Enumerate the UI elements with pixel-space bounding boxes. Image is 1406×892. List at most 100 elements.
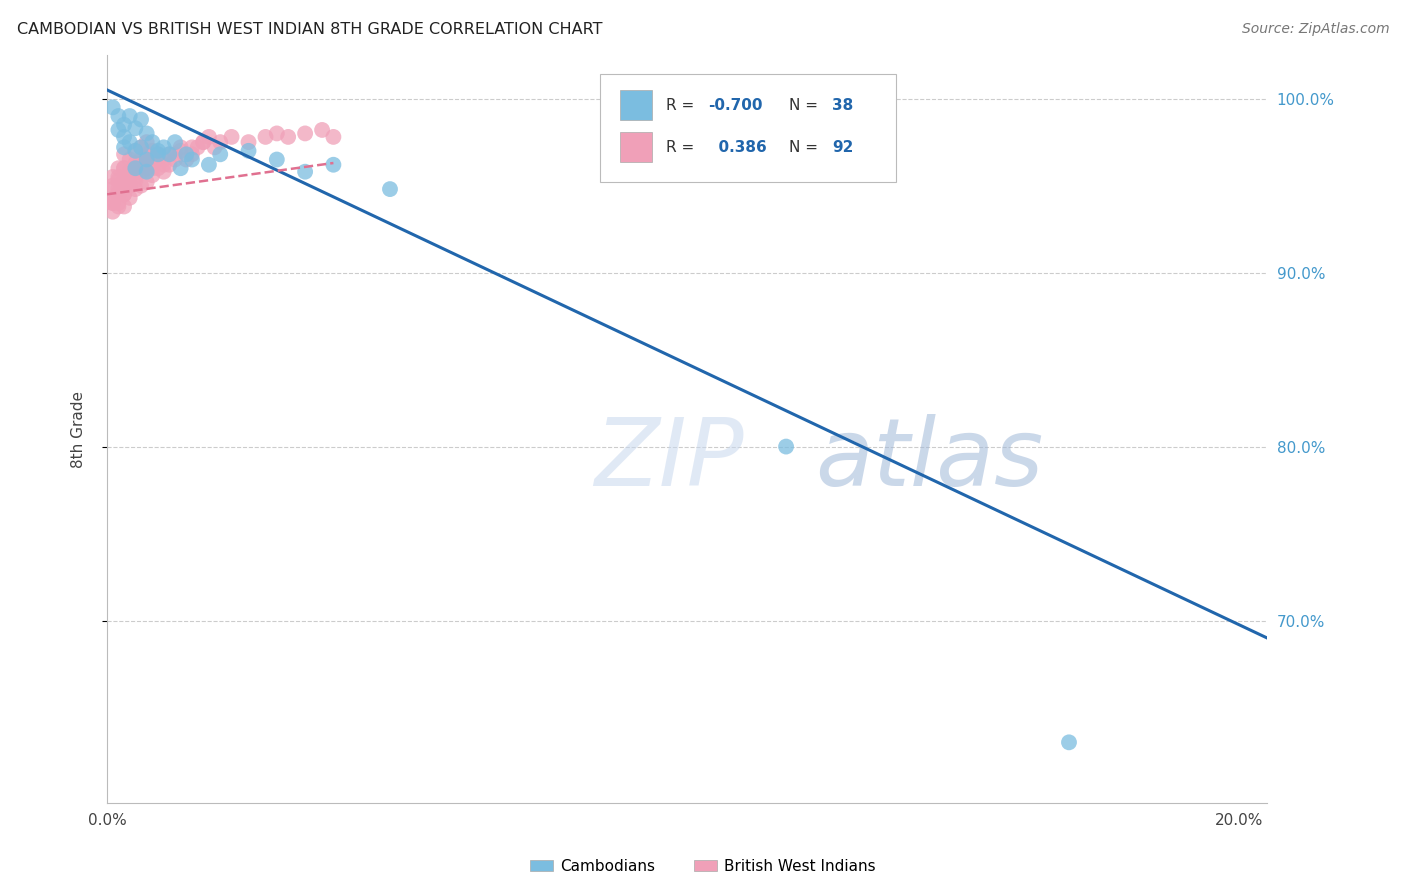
Point (124, 169, 146, 184)
Point (152, 158, 174, 172)
Text: 0.386: 0.386 (709, 140, 766, 154)
Point (118, 135, 141, 149)
Point (163, 135, 186, 149)
Point (124, 158, 146, 172)
FancyBboxPatch shape (600, 74, 896, 182)
Point (135, 127, 157, 141)
Point (378, 182, 401, 196)
Point (124, 144, 146, 158)
Point (112, 187, 135, 202)
Point (124, 156, 146, 170)
Point (118, 178, 141, 193)
Text: N =: N = (789, 98, 823, 112)
Point (101, 100, 124, 114)
Text: R =: R = (666, 98, 699, 112)
Point (107, 161, 129, 176)
Point (124, 164, 146, 178)
Point (101, 178, 124, 193)
Point (129, 164, 152, 178)
Point (135, 153, 157, 167)
Point (157, 147, 180, 161)
Point (129, 140, 152, 154)
Point (129, 140, 152, 154)
Point (169, 161, 191, 176)
Point (124, 182, 146, 196)
FancyBboxPatch shape (620, 132, 652, 162)
Point (174, 153, 197, 167)
Point (193, 135, 215, 149)
Point (157, 147, 180, 161)
Point (124, 173, 146, 187)
Point (112, 161, 135, 176)
Point (101, 193, 124, 207)
Point (152, 140, 174, 154)
Point (174, 147, 197, 161)
Point (294, 127, 316, 141)
Point (169, 144, 191, 158)
Point (221, 129, 243, 144)
Point (135, 161, 157, 176)
Point (107, 173, 129, 187)
Point (118, 164, 141, 178)
Point (322, 129, 344, 144)
Point (254, 129, 277, 144)
Point (141, 144, 163, 158)
Text: R =: R = (666, 140, 699, 154)
Point (101, 204, 124, 219)
Point (181, 147, 204, 161)
Text: atlas: atlas (814, 414, 1043, 505)
Point (129, 161, 152, 176)
Point (112, 147, 135, 161)
Point (118, 164, 141, 178)
Point (112, 199, 135, 213)
Point (129, 112, 152, 127)
Point (118, 109, 141, 123)
Point (124, 121, 146, 136)
Point (107, 187, 129, 202)
Point (107, 123, 129, 137)
Point (135, 164, 157, 178)
Point (112, 173, 135, 187)
Point (187, 140, 209, 154)
Point (107, 182, 129, 196)
Point (112, 140, 135, 154)
Point (146, 144, 169, 158)
Point (135, 153, 157, 167)
Point (322, 158, 344, 172)
Point (107, 187, 129, 202)
Text: -0.700: -0.700 (709, 98, 762, 112)
Point (124, 144, 146, 158)
Point (198, 158, 221, 172)
Point (107, 199, 129, 213)
Point (101, 196, 124, 211)
Point (118, 178, 141, 193)
Text: N =: N = (789, 140, 823, 154)
Point (107, 196, 129, 211)
Point (124, 164, 146, 178)
Point (124, 161, 146, 176)
Point (118, 153, 141, 167)
Point (129, 153, 152, 167)
Point (146, 153, 169, 167)
Point (107, 169, 129, 184)
Point (209, 147, 232, 161)
Point (163, 147, 186, 161)
Point (141, 161, 163, 176)
Point (118, 169, 141, 184)
Point (135, 149, 157, 163)
Point (112, 161, 135, 176)
Point (124, 161, 146, 176)
Point (163, 153, 186, 167)
Point (135, 153, 157, 167)
Point (157, 158, 180, 172)
Point (135, 175, 157, 189)
Text: Source: ZipAtlas.com: Source: ZipAtlas.com (1241, 22, 1389, 37)
Point (238, 135, 260, 149)
Point (181, 153, 204, 167)
Point (311, 123, 333, 137)
Legend: Cambodians, British West Indians: Cambodians, British West Indians (524, 853, 882, 880)
Point (198, 129, 221, 144)
Point (146, 161, 169, 176)
Point (141, 147, 163, 161)
FancyBboxPatch shape (620, 90, 652, 120)
